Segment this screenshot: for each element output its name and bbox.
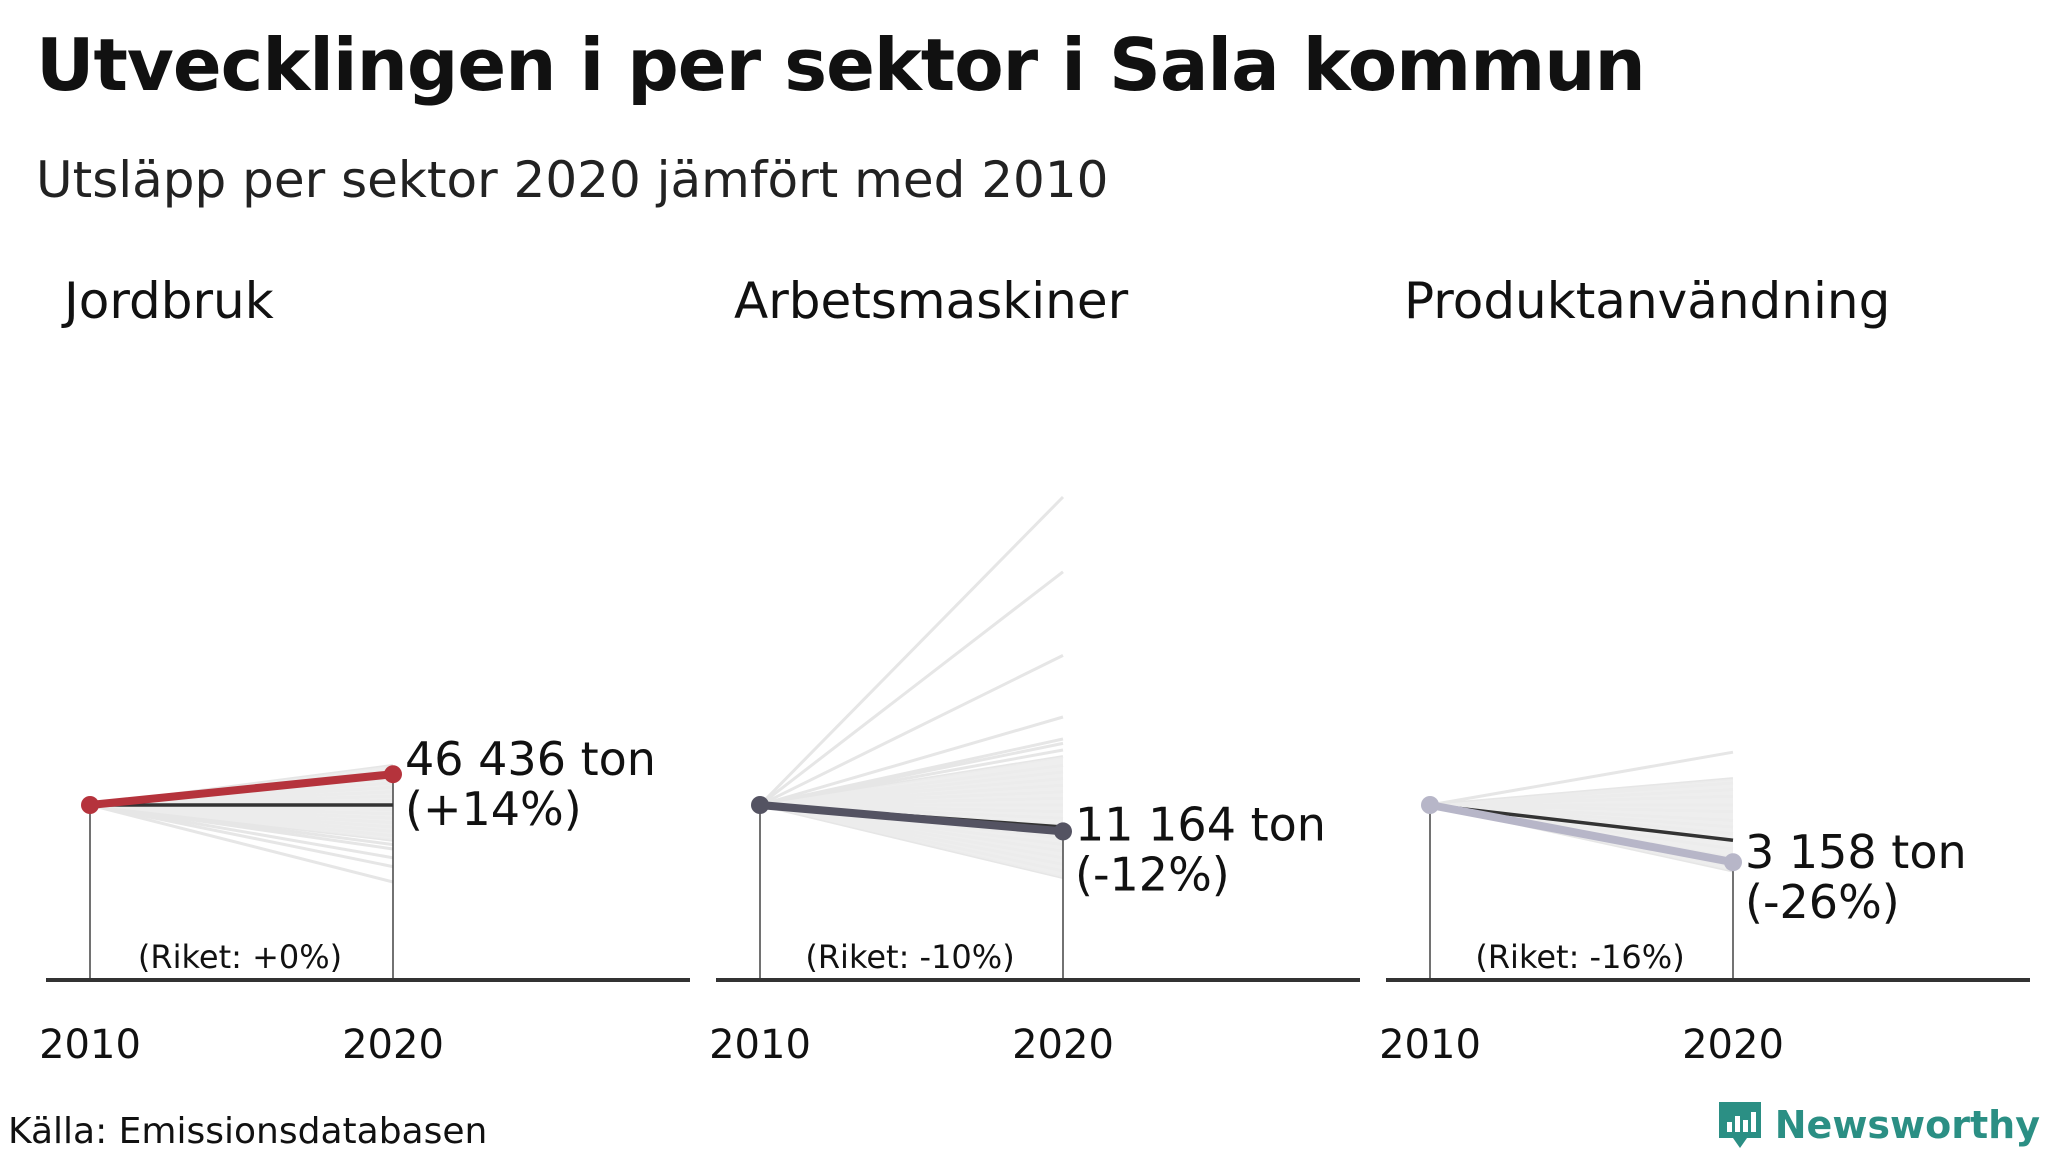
riket-label: (Riket: +0%): [138, 938, 342, 976]
comparison-line: [89, 803, 394, 869]
series-line: [756, 801, 1067, 836]
riket-label: (Riket: -16%): [1475, 938, 1684, 976]
series-line: [86, 770, 397, 809]
panel-title: Jordbruk: [61, 272, 274, 330]
x-tick-label-2020: 2020: [1682, 1022, 1784, 1068]
chart-subtitle: Utsläpp per sektor 2020 jämfört med 2010: [36, 151, 1109, 209]
comparison-line: [758, 495, 1065, 807]
data-point-2010: [81, 796, 99, 814]
x-tick-label-2020: 2020: [1012, 1022, 1114, 1068]
comparison-line: [89, 803, 394, 884]
panel-produktanvandning: Produktanvändning 3 158 ton (-26%) (Rike…: [1379, 272, 2030, 1068]
series-line: [1426, 801, 1737, 867]
value-label: 11 164 ton: [1075, 797, 1326, 851]
comparison-line: [759, 715, 1064, 807]
data-point-2010: [751, 796, 769, 814]
x-tick-label-2020: 2020: [342, 1022, 444, 1068]
change-label: (+14%): [405, 782, 582, 836]
source-note: Källa: Emissionsdatabasen: [8, 1111, 488, 1152]
riket-label: (Riket: -10%): [805, 938, 1014, 976]
comparison-line: [759, 654, 1064, 807]
x-tick-label-2010: 2010: [1379, 1022, 1481, 1068]
panel-title: Produktanvändning: [1404, 272, 1890, 330]
x-tick-label-2010: 2010: [39, 1022, 141, 1068]
data-point-2010: [1421, 796, 1439, 814]
comparison-line: [1429, 750, 1734, 807]
panel-title: Arbetsmaskiner: [734, 272, 1129, 330]
data-point-2020: [1724, 853, 1742, 872]
value-label: 3 158 ton: [1745, 825, 1967, 879]
panel-jordbruk: Jordbruk 46 436 ton (+14%) (Riket: +0%) …: [39, 272, 690, 1068]
value-label: 46 436 ton: [405, 732, 656, 786]
change-label: (-26%): [1745, 875, 1900, 929]
chart-title: Utvecklingen i per sektor i Sala kommun: [36, 23, 1646, 107]
newsworthy-logo-icon: [1718, 1102, 1761, 1148]
comparison-line: [759, 570, 1064, 807]
x-tick-label-2010: 2010: [709, 1022, 811, 1068]
panel-arbetsmaskiner: Arbetsmaskiner 11 164 ton (-12%) (Riket:…: [709, 272, 1360, 1068]
data-point-2020: [1054, 822, 1072, 841]
data-point-2020: [384, 765, 402, 784]
brand-logo[interactable]: Newsworthy: [1715, 1098, 2040, 1152]
brand-name: Newsworthy: [1774, 1103, 2040, 1147]
change-label: (-12%): [1075, 847, 1230, 901]
